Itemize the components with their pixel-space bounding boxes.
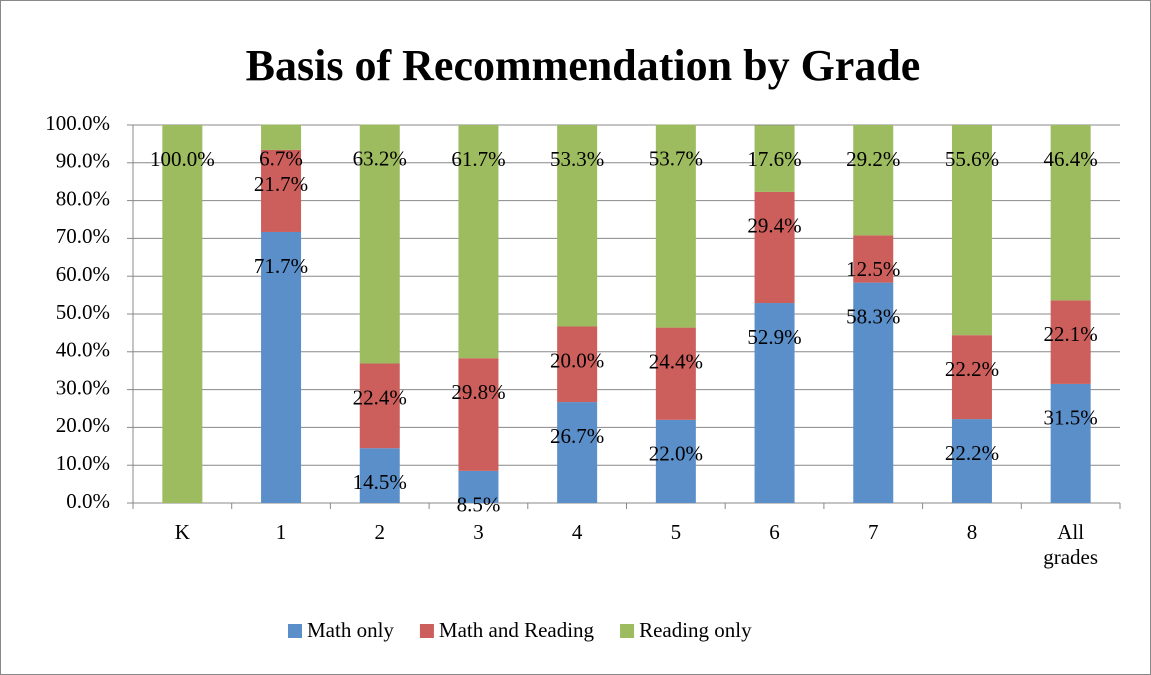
- y-tick-label: 20.0%: [56, 413, 110, 437]
- data-label: 22.2%: [945, 357, 999, 381]
- data-label: 61.7%: [451, 147, 505, 171]
- bar-segment: [1050, 300, 1091, 384]
- data-label: 8.5%: [457, 493, 501, 517]
- data-label: 24.4%: [649, 349, 703, 373]
- bar-segment: [162, 125, 203, 503]
- legend-swatch: [288, 624, 302, 638]
- bar-segment: [1050, 125, 1091, 301]
- data-label: 53.3%: [550, 147, 604, 171]
- y-tick-label: 90.0%: [56, 149, 110, 173]
- legend-label: Math only: [307, 618, 394, 642]
- data-label: 22.1%: [1044, 322, 1098, 346]
- legend-label: Math and Reading: [439, 618, 595, 642]
- data-label: 71.7%: [254, 254, 308, 278]
- data-label: 20.0%: [550, 348, 604, 372]
- data-label: 22.0%: [649, 442, 703, 466]
- bar-segment: [261, 231, 302, 503]
- bar-segment: [951, 419, 992, 503]
- bar-segment: [359, 363, 400, 449]
- y-tick-label: 100.0%: [45, 111, 110, 135]
- x-tick-label: 1: [275, 520, 287, 544]
- bar-segment: [261, 149, 302, 232]
- data-label: 29.8%: [451, 380, 505, 404]
- x-tick-label: 5: [670, 520, 682, 544]
- y-tick-label: 80.0%: [56, 186, 110, 210]
- bar-segment: [557, 326, 598, 403]
- bar-segment: [458, 125, 499, 359]
- data-label: 100.0%: [150, 147, 215, 171]
- data-label: 46.4%: [1044, 147, 1098, 171]
- bar-segment: [655, 327, 696, 420]
- bar-segment: [951, 335, 992, 420]
- data-label: 29.2%: [846, 147, 900, 171]
- bar-segment: [1050, 383, 1091, 503]
- data-label: 63.2%: [353, 146, 407, 170]
- data-label: 55.6%: [945, 147, 999, 171]
- data-label: 14.5%: [353, 470, 407, 494]
- bar-segment: [655, 124, 696, 328]
- x-tick-label: 2: [374, 520, 386, 544]
- y-tick-label: 10.0%: [56, 451, 110, 475]
- bar-segment: [853, 282, 894, 503]
- data-label: 22.2%: [945, 441, 999, 465]
- x-tick-label: 8: [966, 520, 978, 544]
- bar-segment: [458, 358, 499, 471]
- bar-segment: [359, 448, 400, 503]
- y-tick-label: 60.0%: [56, 262, 110, 286]
- x-tick-label: 4: [571, 520, 583, 544]
- data-label: 52.9%: [747, 325, 801, 349]
- data-label: 22.4%: [353, 385, 407, 409]
- y-tick-label: 70.0%: [56, 224, 110, 248]
- x-tick-label: 7: [868, 520, 879, 544]
- legend-swatch: [419, 624, 434, 638]
- y-tick-label: 30.0%: [56, 375, 110, 399]
- data-label: 29.4%: [747, 214, 801, 238]
- bar-segment: [557, 402, 598, 503]
- bar-segment: [458, 470, 499, 503]
- y-tick-label: 50.0%: [56, 300, 110, 324]
- y-tick-label: 40.0%: [56, 338, 110, 362]
- x-tick-label: All grades: [1043, 520, 1099, 569]
- y-tick-label: 0.0%: [66, 489, 110, 513]
- bar-segment: [359, 124, 400, 364]
- data-label: 53.7%: [649, 146, 703, 170]
- data-label: 26.7%: [550, 424, 604, 448]
- bar-segment: [754, 125, 795, 192]
- bar-segment: [951, 125, 992, 336]
- legend-label: Reading only: [639, 618, 752, 642]
- bar-segment: [655, 419, 696, 503]
- x-tick-label: K: [174, 520, 190, 544]
- data-label: 21.7%: [254, 172, 308, 196]
- data-label: 31.5%: [1044, 406, 1098, 430]
- legend-swatch: [620, 624, 635, 638]
- data-label: 12.5%: [846, 257, 900, 281]
- bar-segment: [557, 125, 598, 327]
- data-label: 17.6%: [747, 147, 801, 171]
- bar-segment: [853, 235, 894, 283]
- x-tick-label: 3: [473, 520, 484, 544]
- bar-segment: [261, 124, 302, 150]
- x-tick-label: 6: [769, 520, 780, 544]
- data-label: 6.7%: [259, 146, 303, 170]
- bar-segment: [754, 191, 795, 304]
- bar-segment: [853, 125, 894, 236]
- bar-segment: [754, 303, 795, 503]
- chart-title: Basis of Recommendation by Grade: [246, 41, 921, 90]
- data-label: 58.3%: [846, 304, 900, 328]
